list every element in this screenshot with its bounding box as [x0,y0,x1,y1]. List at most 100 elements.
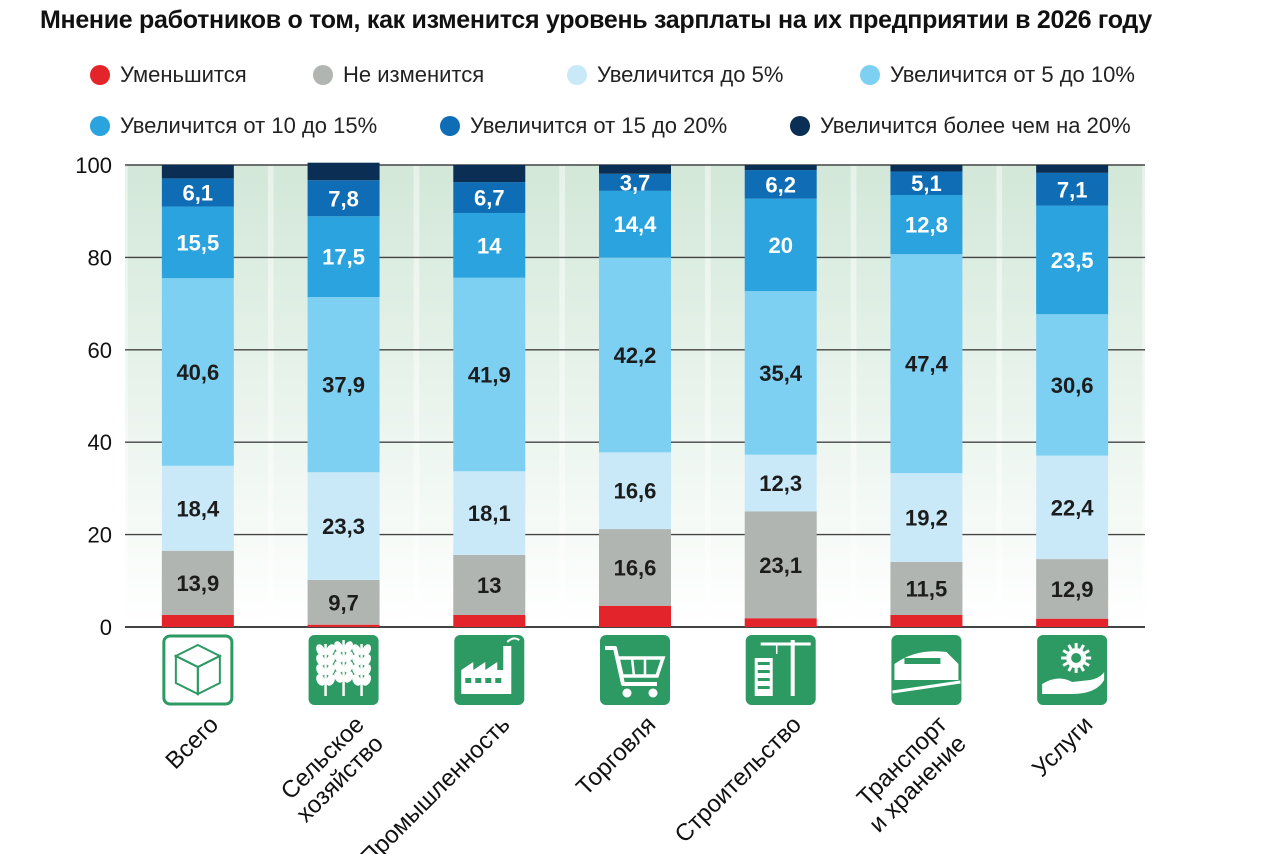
chart-title: Мнение работников о том, как изменится у… [40,6,1152,34]
background-stripe [1002,165,1037,627]
category-label: Промышленность [355,711,515,854]
legend-item: Не изменится [313,60,484,90]
legend-label: Не изменится [343,62,485,87]
y-tick-label: 40 [88,430,112,455]
data-label: 40,6 [176,360,219,385]
bar-segment [307,162,380,181]
data-label: 17,5 [322,245,365,270]
bar-segment [307,624,380,627]
background-stripe [856,165,891,627]
background-stripe [273,165,308,627]
bar-segment [1036,165,1109,173]
data-label: 30,6 [1051,373,1094,398]
data-label: 41,9 [468,363,511,388]
background-stripe [565,165,599,627]
bar-segment [307,180,380,217]
category-label: Транспорти хранение [845,711,972,838]
bar-segment [599,173,671,191]
bar-segment [1036,172,1109,206]
bar-segment [453,554,526,615]
legend-swatch [90,116,110,136]
data-label: 12,9 [1051,577,1094,602]
bar-segment [453,614,526,627]
data-label: 6,2 [765,172,796,197]
bar-segment [890,254,963,474]
category-label-line: Промышленность [355,711,515,854]
bar-segment [1036,455,1109,560]
data-label: 47,4 [905,352,949,377]
legend-label: Увеличится от 15 до 20% [470,113,728,138]
background-stripe [816,165,851,627]
data-label: 9,7 [328,590,359,615]
bar-segment [599,190,671,258]
data-label: 14,4 [614,212,658,237]
bar-segment [1036,618,1109,627]
shopping-cart-icon [600,635,670,705]
data-label: 11,5 [906,576,948,601]
bar-segment [161,178,234,207]
data-label: 13,9 [176,571,219,596]
category-label: Сельскоехозяйство [272,711,389,828]
bar-segment [599,529,671,606]
bar-segment [890,614,963,627]
data-label: 15,5 [176,230,219,255]
data-label: 37,9 [322,373,365,398]
bar-segment [890,195,963,255]
background-stripe [419,165,454,627]
legend-swatch [440,116,460,136]
y-tick-label: 20 [88,523,112,548]
legend-swatch [567,65,587,85]
bar-segment [307,297,380,473]
bar-segment [744,454,817,512]
bar-segment [161,465,234,551]
bar-segment [161,614,234,627]
bar-segment [890,473,963,562]
wheat-icon [308,635,379,705]
bar-segment [744,198,817,292]
legend-item: Увеличится от 15 до 20% [440,111,727,141]
bar-segment [307,216,380,298]
cube-icon [162,634,234,706]
data-label: 5,1 [911,171,942,196]
data-label: 18,4 [176,496,220,521]
y-tick-label: 60 [88,338,112,363]
legend-swatch [313,65,333,85]
data-label: 6,1 [183,180,214,205]
category-label-line: Строительство [670,711,807,848]
services-hand-icon [1037,635,1108,705]
bar-segment [744,618,817,627]
legend-swatch [860,65,880,85]
bar-segment [890,561,963,615]
bar-segment [453,165,526,183]
data-label: 16,6 [614,479,657,504]
y-tick-label: 100 [75,153,112,178]
bar-segment [161,550,234,615]
legend-label: Уменьшится [120,62,247,87]
legend-label: Увеличится от 10 до 15% [120,113,378,138]
background-stripe [233,165,268,627]
y-tick-label: 0 [100,615,112,640]
data-label: 19,2 [905,506,948,531]
legend-item: Увеличится до 5% [567,60,783,90]
background-stripe [962,165,997,627]
data-label: 3,7 [620,170,651,195]
bar-segment [1036,205,1109,315]
bar-segment [744,291,817,455]
construction-crane-icon [745,635,816,705]
bar-segment [599,165,671,174]
bar-segment [890,165,963,172]
category-label: Торговля [571,711,661,801]
data-label: 7,8 [328,186,359,211]
y-tick-label: 80 [88,245,112,270]
data-label: 42,2 [614,343,657,368]
bar-segment [161,278,234,466]
bar-segment [307,579,380,625]
background-stripe [671,165,705,627]
background-stripe [379,165,414,627]
data-label: 23,3 [322,514,365,539]
data-label: 14 [477,233,502,258]
background-stripe [127,165,162,627]
legend-item: Увеличится от 10 до 15% [90,111,377,141]
bar-segment [744,170,817,199]
category-label: Услуги [1027,711,1098,782]
